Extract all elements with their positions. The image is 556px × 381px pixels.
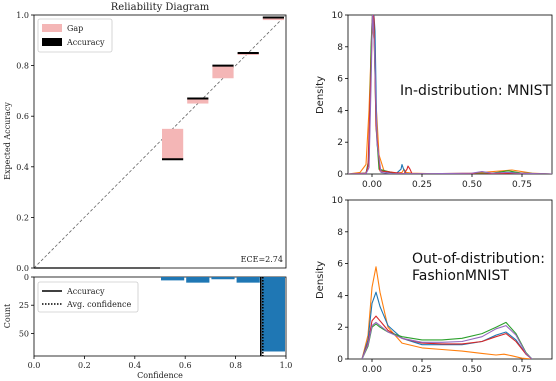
reliability-ytick-label: 0.4: [16, 163, 29, 172]
density-ytick-label: 2: [337, 138, 343, 148]
density-ytick-label: 0: [337, 355, 343, 365]
density-mnist-ylabel: Density: [315, 76, 326, 114]
density-xtick-label: 0.75: [512, 365, 532, 375]
fashion-annotation: Out-of-distribution:FashionMNIST: [412, 251, 545, 284]
density-curve: [361, 266, 533, 359]
density-curve: [361, 291, 533, 359]
density-curve: [361, 321, 533, 359]
density-xtick-label: 0.50: [462, 365, 482, 375]
reliability-ylabel: Expected Accuracy: [3, 102, 12, 180]
density-fashion-frame: [347, 199, 553, 360]
legend-accuracy-swatch: [42, 38, 62, 46]
histogram-ytick-label: 25: [19, 301, 29, 310]
legend-avg-confidence-label: Avg. confidence: [66, 300, 131, 309]
histogram-xtick-label: 1.0: [280, 361, 293, 370]
count-bar: [186, 277, 210, 283]
density-ytick-label: 4: [337, 106, 343, 116]
legend-accuracy-label: Accuracy: [66, 38, 105, 47]
density-ytick-label: 6: [337, 260, 343, 270]
histogram-xtick-label: 0.2: [78, 361, 91, 370]
fashion-annotation-line: FashionMNIST: [412, 268, 509, 284]
density-fashion-ylabel: Density: [315, 261, 326, 299]
gap-bar: [212, 65, 234, 79]
histogram-ylabel: Count: [3, 303, 12, 328]
histogram-xtick-label: 0.4: [128, 361, 141, 370]
ece-annotation: ECE=2.74: [241, 255, 283, 264]
density-curve: [361, 321, 533, 359]
reliability-ytick-label: 1.0: [16, 11, 29, 20]
density-ytick-label: 8: [337, 43, 343, 53]
reliability-ytick-label: 0.6: [16, 112, 29, 121]
legend-gap-swatch: [42, 24, 62, 32]
reliability-diagram: Reliability Diagram 0.0 0.2 0.4 0.6 0.8 1.0 E…: [3, 2, 287, 273]
density-curve: [361, 315, 533, 359]
legend-accuracy-label: Accuracy: [66, 287, 105, 296]
perfect-calibration-line: [33, 14, 287, 269]
gap-bar: [162, 128, 184, 160]
density-ytick-label: 2: [337, 323, 343, 333]
reliability-legend: Gap Accuracy: [37, 18, 113, 53]
reliability-ytick-label: 0.8: [16, 62, 29, 71]
count-histogram: 0.0 0.2 0.4 0.6 0.8 1.0 0 25 50 Count Confidence…: [3, 273, 292, 380]
density-ytick-label: 0: [337, 170, 343, 180]
histogram-xtick-label: 0.6: [179, 361, 192, 370]
density-xtick-label: 0.50: [462, 180, 482, 190]
reliability-title: Reliability Diagram: [111, 2, 210, 13]
density-curve: [348, 15, 552, 174]
legend-gap-label: Gap: [67, 24, 83, 33]
density-xtick-label: 0.25: [412, 180, 432, 190]
density-xtick-label: 0.00: [362, 180, 382, 190]
count-bar: [261, 277, 285, 352]
reliability-ytick-label: 0.2: [16, 213, 29, 222]
density-ytick-label: 6: [337, 75, 343, 85]
histogram-legend-box: [37, 281, 139, 313]
histogram-xtick-label: 0.8: [229, 361, 242, 370]
density-xtick-label: 0.75: [512, 180, 532, 190]
reliability-ytick-label: 0.0: [16, 264, 29, 273]
density-mnist-frame: [347, 14, 553, 175]
density-fashion-plot: 0.00 0.25 0.50 0.75 0 2 4 6 8 10 Density Out-of-d…: [315, 196, 553, 375]
histogram-ytick-label: 0: [24, 273, 29, 282]
gap-bar: [262, 17, 284, 21]
density-ytick-label: 10: [332, 196, 344, 206]
count-bar: [211, 277, 235, 280]
density-ytick-label: 4: [337, 291, 343, 301]
fashion-annotation-line: Out-of-distribution:: [412, 251, 545, 267]
histogram-xlabel: Confidence: [137, 371, 183, 380]
mnist-annotation: In-distribution: MNIST: [400, 83, 552, 99]
count-bar: [161, 277, 185, 281]
count-bar: [236, 277, 260, 283]
gap-bar: [187, 98, 209, 104]
histogram-xtick-label: 0.0: [28, 361, 41, 370]
histogram-legend: Accuracy Avg. confidence: [37, 281, 139, 313]
density-ytick-label: 8: [337, 228, 343, 238]
density-xtick-label: 0.00: [362, 365, 382, 375]
histogram-ytick-label: 50: [19, 329, 29, 338]
density-ytick-label: 10: [332, 11, 344, 21]
density-xtick-label: 0.25: [412, 365, 432, 375]
density-mnist-plot: 0.00 0.25 0.50 0.75 0 2 4 6 8 10 Density In-distr…: [315, 11, 553, 190]
